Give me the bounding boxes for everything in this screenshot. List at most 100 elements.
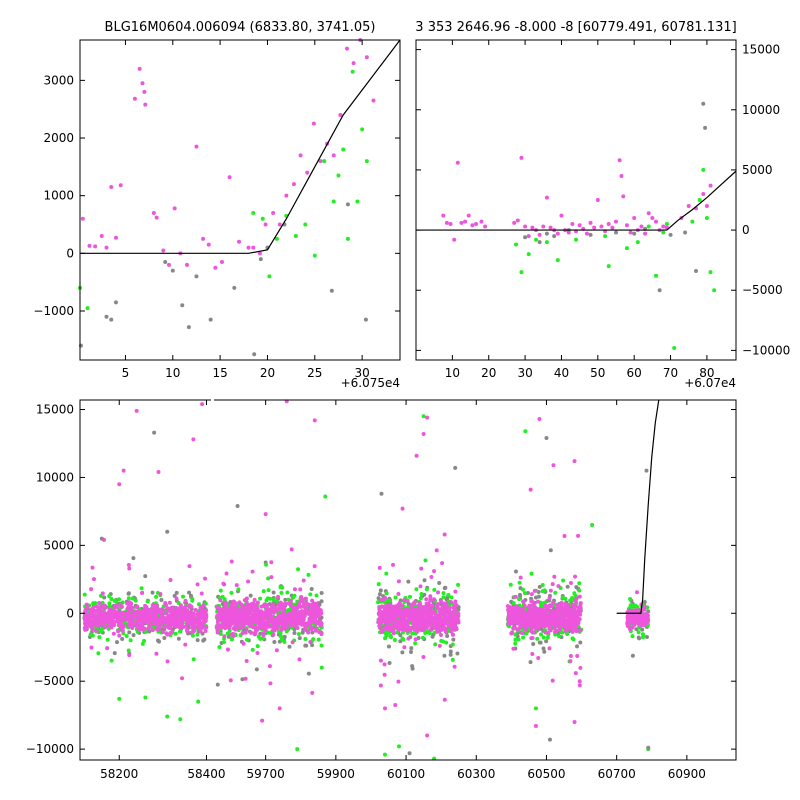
bottom-magenta-outlier [421, 431, 426, 436]
bottom-magenta-point [204, 625, 209, 630]
bottom-magenta-point [411, 622, 416, 627]
bottom-magenta-point [515, 627, 520, 632]
bottom-magenta-point [411, 601, 416, 606]
bottom-magenta-point [530, 621, 535, 626]
bottom-magenta-outlier [572, 719, 577, 724]
tr-ytick-label: 5000 [742, 163, 773, 177]
bottom-green-point [513, 632, 518, 637]
bottom-magenta-point [511, 609, 516, 614]
tl-green-point [336, 173, 341, 178]
bottom-magenta-point [299, 594, 304, 599]
tl-gray-point [170, 268, 175, 273]
bottom-green-point [560, 630, 565, 635]
bottom-magenta-point [290, 640, 295, 645]
bottom-magenta-point [314, 621, 319, 626]
tl-magenta-point [172, 206, 177, 211]
bottom-green-point [218, 588, 223, 593]
bottom-magenta-point [223, 609, 228, 614]
bottom-magenta-point [94, 608, 99, 613]
tl-magenta-point [143, 102, 148, 107]
tl-gray-point [109, 317, 114, 322]
bottom-magenta-point [534, 606, 539, 611]
bottom-magenta-point [513, 594, 518, 599]
bottom-gray-point [410, 664, 415, 669]
bottom-magenta-point [274, 648, 279, 653]
bottom-magenta-point [393, 703, 398, 708]
tr-magenta-point [610, 225, 615, 230]
bottom-green-point [529, 571, 534, 576]
bottom-green-point [446, 592, 451, 597]
bottom-magenta-point [303, 627, 308, 632]
tr-magenta-point [619, 173, 624, 178]
bottom-green-point [196, 699, 201, 704]
bottom-magenta-point [577, 683, 582, 688]
tl-magenta-point [351, 61, 356, 66]
bottom-magenta-point [140, 591, 145, 596]
bottom-magenta-point [516, 614, 521, 619]
tl-magenta-point [331, 153, 336, 158]
tr-green-point [672, 345, 677, 350]
tr-magenta-point [661, 224, 666, 229]
bottom-green-point [255, 644, 260, 649]
bottom-green-point [384, 591, 389, 596]
bottom-magenta-point [528, 615, 533, 620]
bottom-gray-point [102, 595, 107, 600]
bottom-gray-point [528, 660, 533, 665]
bottom-magenta-point [628, 620, 633, 625]
bottom-magenta-point [274, 623, 279, 628]
bottom-magenta-point [137, 627, 142, 632]
tr-green-point [574, 237, 578, 242]
tl-green-point [355, 199, 360, 204]
tr-xtick-label: 30 [517, 366, 532, 380]
tl-magenta-point [154, 215, 159, 220]
bottom-green-outlier [382, 752, 387, 757]
bottom-magenta-point [453, 603, 458, 608]
bottom-magenta-point [267, 612, 272, 617]
bottom-magenta-outlier [156, 470, 161, 474]
tl-green-point [260, 216, 265, 221]
bottom-gray-point [150, 590, 155, 595]
tl-magenta-point [271, 210, 276, 215]
bottom-magenta-point [198, 620, 203, 625]
bottom-magenta-point [643, 612, 648, 617]
tr-magenta-point [441, 213, 446, 218]
bottom-magenta-point [200, 625, 205, 630]
bottom-magenta-point [249, 630, 254, 635]
bottom-green-point [264, 598, 269, 603]
bottom-green-point [229, 590, 234, 595]
bottom-magenta-point [558, 615, 563, 620]
bottom-magenta-point [278, 600, 283, 605]
bottom-magenta-point [442, 697, 447, 702]
bottom-magenta-point [418, 602, 423, 607]
bottom-green-point [107, 594, 112, 599]
top-left-offset-label: +6.075e4 [341, 376, 400, 390]
bottom-magenta-point [435, 613, 440, 618]
bottom-green-point [279, 635, 284, 640]
bottom-magenta-point [110, 609, 115, 614]
bottom-green-point [535, 636, 540, 641]
bottom-magenta-point [288, 599, 293, 604]
bottom-magenta-point [642, 620, 647, 625]
tr-green-point [697, 198, 702, 202]
bottom-gray-point [120, 637, 125, 642]
tr-magenta-point [555, 231, 560, 236]
bottom-magenta-point [214, 625, 219, 630]
bottom-axis-break-top [211, 396, 214, 404]
tl-model-curve [80, 40, 400, 254]
bottom-magenta-point [158, 591, 163, 596]
bottom-magenta-point [319, 620, 324, 625]
tr-ytick-label: 0 [742, 223, 750, 237]
bottom-magenta-point [141, 626, 146, 631]
tl-magenta-point [184, 262, 189, 267]
bottom-green-point [517, 597, 522, 602]
bottom-magenta-point [259, 625, 264, 630]
bottom-gray-point [443, 585, 448, 590]
tr-magenta-point [474, 222, 478, 227]
tr-magenta-point [632, 216, 637, 221]
bottom-ytick-label: 15000 [36, 403, 74, 417]
tl-magenta-point [93, 244, 98, 249]
bottom-magenta-point [544, 623, 549, 628]
bottom-magenta-point [637, 615, 642, 620]
bottom-magenta-point [559, 600, 564, 605]
bottom-magenta-point [288, 623, 293, 628]
